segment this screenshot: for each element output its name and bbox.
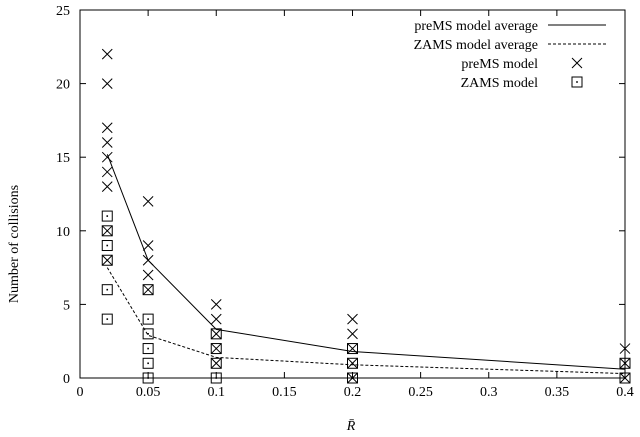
series-line xyxy=(106,154,626,370)
legend-entry: preMS model xyxy=(461,57,583,72)
data-point-square xyxy=(101,313,113,325)
data-point-square xyxy=(347,372,358,384)
y-tick-label: 20 xyxy=(56,78,70,93)
data-point-square xyxy=(142,372,154,384)
legend-label: ZAMS model xyxy=(461,76,539,91)
data-point-x xyxy=(142,254,154,266)
data-point-square xyxy=(142,343,154,355)
y-tick-label: 25 xyxy=(56,4,70,19)
data-point-square xyxy=(101,240,113,252)
legend-entry: ZAMS model average xyxy=(414,38,606,53)
data-point-x xyxy=(101,151,113,163)
y-tick-label: 0 xyxy=(63,372,70,387)
data-point-x xyxy=(101,48,113,60)
data-point-x xyxy=(101,78,113,89)
x-tick-label: 0 xyxy=(77,385,84,400)
y-tick-label: 10 xyxy=(56,225,70,240)
x-tick-label: 0.05 xyxy=(136,385,161,400)
data-point-x xyxy=(142,269,154,281)
data-point-square xyxy=(347,343,358,355)
data-point-x xyxy=(619,343,631,354)
legend-square-marker xyxy=(571,76,583,88)
series-layer xyxy=(101,48,631,384)
x-tick-label: 0.1 xyxy=(208,385,226,400)
data-point-square xyxy=(101,254,113,266)
data-point-square xyxy=(347,357,358,369)
data-point-x xyxy=(210,313,222,325)
y-tick-label: 5 xyxy=(63,298,70,313)
legend: preMS model average ZAMS model average pre… xyxy=(414,19,606,91)
series-zams-model-average xyxy=(106,267,626,375)
data-point-square xyxy=(210,372,222,384)
data-point-x xyxy=(142,240,154,251)
data-point-x xyxy=(347,328,358,340)
plot-frame xyxy=(79,9,626,379)
data-point-square xyxy=(101,225,113,237)
data-point-x xyxy=(101,137,113,148)
data-point-square xyxy=(142,357,154,369)
data-point-square xyxy=(142,284,154,296)
series-prems-model-average xyxy=(106,154,626,370)
legend-entry: preMS model average xyxy=(414,19,606,34)
x-tick-label: 0.3 xyxy=(480,385,498,400)
data-point-square xyxy=(210,357,222,369)
x-axis-ticks: 0 0.05 0.1 0.15 0.2 0.25 0.3 0.35 0.4 xyxy=(77,10,634,400)
plot-area xyxy=(79,9,626,379)
data-point-square xyxy=(142,328,154,340)
legend-label: preMS model average xyxy=(414,19,538,34)
data-point-square xyxy=(619,357,631,369)
x-axis-label: R̄ xyxy=(346,419,356,434)
y-axis-ticks: 0 5 10 15 20 25 xyxy=(56,4,625,387)
legend-entry: ZAMS model xyxy=(461,76,583,91)
data-point-x xyxy=(101,166,113,178)
x-tick-label: 0.15 xyxy=(272,385,297,400)
data-point-square xyxy=(101,210,113,222)
y-axis-label: Number of collisions xyxy=(7,185,22,303)
x-tick-label: 0.25 xyxy=(408,385,433,400)
legend-label: preMS model xyxy=(461,57,538,72)
legend-label: ZAMS model average xyxy=(414,38,538,53)
data-point-square xyxy=(142,313,154,325)
data-point-x xyxy=(142,196,154,207)
data-point-square xyxy=(101,284,113,296)
x-tick-label: 0.35 xyxy=(545,385,570,400)
data-point-square xyxy=(210,328,222,340)
series-prems-model xyxy=(101,48,631,384)
data-point-x xyxy=(210,299,222,310)
data-point-x xyxy=(101,122,113,134)
y-tick-label: 15 xyxy=(56,151,70,166)
data-point-square xyxy=(210,343,222,355)
series-line xyxy=(106,267,626,375)
legend-x-marker xyxy=(571,57,583,69)
data-point-x xyxy=(101,181,113,192)
data-point-x xyxy=(347,313,358,325)
data-point-square xyxy=(619,372,631,384)
x-tick-label: 0.2 xyxy=(344,385,362,400)
series-zams-model xyxy=(101,210,631,384)
x-tick-label: 0.4 xyxy=(616,385,634,400)
